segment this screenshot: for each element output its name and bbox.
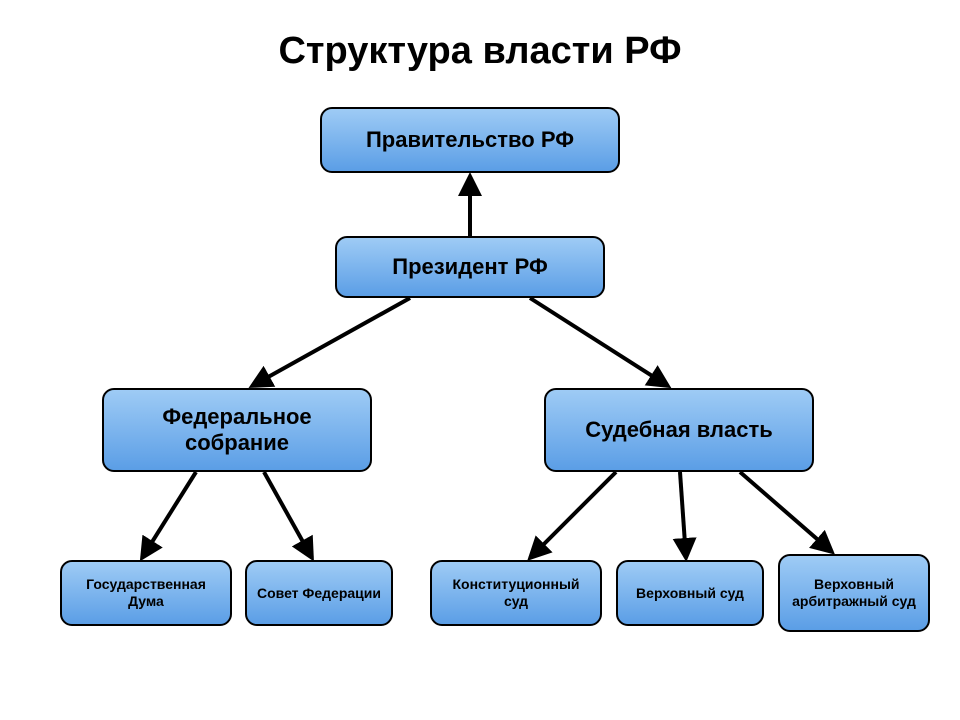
node-federation-council: Совет Федерации	[245, 560, 393, 626]
node-duma: Государственная Дума	[60, 560, 232, 626]
edge-arrow	[252, 298, 410, 386]
node-federal-assembly: Федеральное собрание	[102, 388, 372, 472]
node-president: Президент РФ	[335, 236, 605, 298]
edge-arrow	[142, 472, 196, 558]
edge-arrow	[680, 472, 686, 558]
edge-arrow	[264, 472, 312, 558]
edge-arrow	[530, 298, 668, 386]
node-government: Правительство РФ	[320, 107, 620, 173]
node-judicial: Судебная власть	[544, 388, 814, 472]
diagram-title: Структура власти РФ	[0, 30, 960, 73]
node-arbitration-court: Верховный арбитражный суд	[778, 554, 930, 632]
edge-arrow	[530, 472, 616, 558]
node-constitutional-court: Конституционный суд	[430, 560, 602, 626]
edge-arrow	[740, 472, 832, 552]
node-supreme-court: Верховный суд	[616, 560, 764, 626]
